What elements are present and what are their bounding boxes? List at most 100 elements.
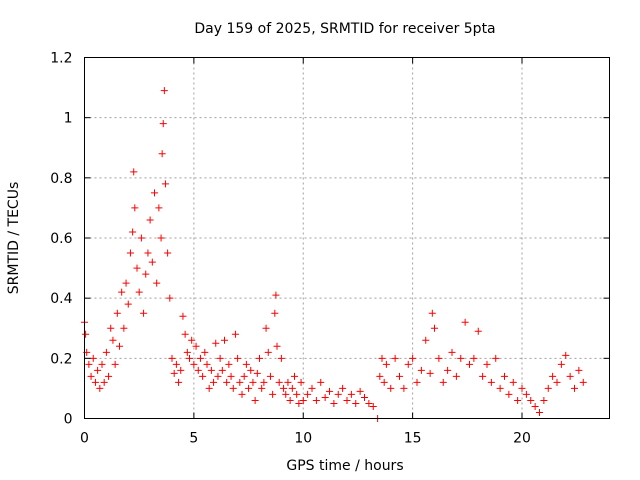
data-point — [205, 384, 213, 392]
data-point — [144, 249, 152, 257]
data-point — [258, 384, 266, 392]
data-point — [179, 312, 187, 320]
data-point — [245, 384, 253, 392]
data-point — [118, 288, 126, 296]
data-point — [210, 378, 218, 386]
x-axis-label: GPS time / hours — [286, 458, 403, 474]
data-point — [286, 396, 294, 404]
data-point — [102, 348, 110, 356]
data-point — [223, 378, 231, 386]
data-point — [188, 336, 196, 344]
data-point — [214, 372, 222, 380]
data-point — [271, 309, 279, 317]
data-point — [387, 384, 395, 392]
data-point — [262, 324, 270, 332]
data-point — [369, 402, 377, 410]
data-point — [317, 378, 325, 386]
data-point — [380, 378, 388, 386]
data-point — [439, 378, 447, 386]
data-point — [161, 180, 169, 188]
data-point — [457, 354, 465, 362]
y-tick-label: 0.8 — [50, 171, 72, 187]
data-point — [505, 390, 513, 398]
data-point — [231, 330, 239, 338]
data-point — [391, 354, 399, 362]
data-point — [376, 372, 384, 380]
data-point — [426, 369, 434, 377]
data-point — [168, 354, 176, 362]
data-point — [129, 228, 137, 236]
data-point — [304, 390, 312, 398]
data-point — [160, 87, 168, 95]
data-point — [275, 378, 283, 386]
data-point — [158, 150, 166, 158]
data-point — [382, 360, 390, 368]
data-point — [334, 390, 342, 398]
data-point — [544, 384, 552, 392]
data-point — [221, 336, 228, 344]
data-point — [293, 390, 301, 398]
data-point — [236, 378, 244, 386]
data-point — [321, 393, 329, 401]
data-point — [260, 378, 268, 386]
data-point — [492, 354, 500, 362]
data-point — [527, 396, 535, 404]
data-point — [347, 390, 355, 398]
x-tick-label: 10 — [294, 431, 312, 447]
data-point — [297, 378, 305, 386]
data-point — [199, 372, 207, 380]
data-point — [501, 372, 508, 380]
data-point — [514, 396, 522, 404]
data-point — [483, 360, 491, 368]
data-point — [192, 342, 200, 350]
data-point — [431, 324, 438, 332]
y-tick-label: 0 — [64, 412, 73, 428]
data-point — [288, 384, 296, 392]
data-point — [216, 354, 224, 362]
data-point — [509, 378, 517, 386]
data-point — [111, 360, 119, 368]
data-point — [549, 372, 557, 380]
y-axis: 0 0.2 0.4 0.6 0.8 1 1.2 — [50, 51, 610, 428]
data-point — [352, 399, 360, 407]
data-point — [571, 384, 578, 392]
data-point — [155, 204, 163, 212]
data-point — [172, 360, 180, 368]
data-point — [140, 309, 148, 317]
data-point — [203, 360, 211, 368]
data-point — [422, 336, 430, 344]
data-point — [444, 366, 452, 374]
data-point — [282, 390, 290, 398]
data-point — [234, 354, 242, 362]
data-point — [181, 330, 189, 338]
data-point — [400, 384, 408, 392]
data-point — [553, 378, 561, 386]
data-point — [201, 348, 209, 356]
data-point — [470, 354, 478, 362]
data-point — [116, 342, 123, 350]
data-point — [251, 396, 259, 404]
data-point — [487, 378, 495, 386]
data-point — [249, 378, 257, 386]
data-point — [225, 360, 233, 368]
data-point — [126, 249, 134, 257]
grid — [84, 57, 610, 419]
data-point — [531, 402, 539, 410]
data-point — [284, 378, 292, 386]
data-point — [142, 270, 150, 278]
data-point — [540, 396, 548, 404]
data-point — [133, 264, 141, 272]
data-point — [466, 360, 473, 368]
y-tick-label: 0.6 — [50, 231, 72, 247]
data-point — [109, 336, 117, 344]
data-point — [159, 120, 167, 128]
data-point — [417, 366, 425, 374]
data-point — [361, 393, 368, 401]
data-point — [98, 360, 106, 368]
data-point — [120, 324, 128, 332]
data-point — [452, 372, 460, 380]
data-point — [522, 390, 530, 398]
data-point — [299, 396, 307, 404]
data-point — [190, 360, 198, 368]
y-tick-label: 1 — [64, 111, 73, 127]
